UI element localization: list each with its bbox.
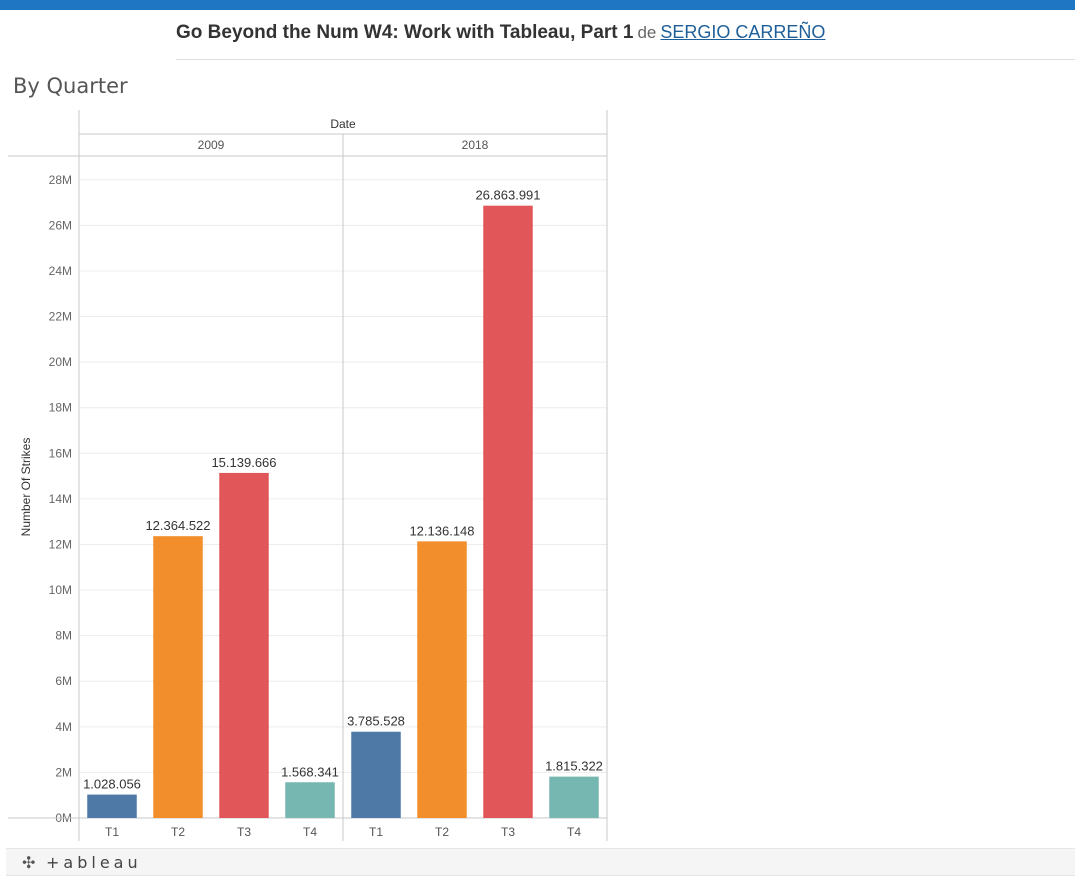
y-tick-label: 20M (49, 355, 72, 369)
bar-value-label: 1.815.322 (545, 759, 603, 774)
y-tick-label: 12M (49, 537, 72, 551)
y-tick-label: 4M (55, 720, 72, 734)
bar-2018-T3[interactable] (483, 205, 533, 818)
bar-value-label: 26.863.991 (475, 188, 540, 203)
bar-2018-T2[interactable] (417, 541, 467, 818)
y-tick-label: 18M (49, 401, 72, 415)
bar-chart: Date Number Of Strikes 0M2M4M6M8M10M12M1… (8, 110, 608, 841)
y-tick-label: 16M (49, 446, 72, 460)
by-label: de (637, 23, 657, 42)
y-tick-label: 10M (49, 583, 72, 597)
viz-title-text: Go Beyond the Num W4: Work with Tableau,… (176, 22, 634, 43)
bar-value-label: 12.364.522 (145, 518, 210, 533)
column-header-date: Date (330, 117, 356, 131)
x-tick-label: T4 (303, 825, 317, 839)
pane-year-label: 2009 (198, 138, 225, 152)
bar-2009-T4[interactable] (285, 782, 335, 818)
y-tick-label: 14M (49, 492, 72, 506)
pane-2009: 2009 1.028.056 T1 12.364.522 T2 15.139.666 T3 1… (83, 138, 339, 839)
x-tick-label: T1 (105, 825, 119, 839)
x-tick-label: T3 (501, 825, 515, 839)
x-tick-label: T4 (567, 825, 581, 839)
bar-2009-T2[interactable] (153, 536, 203, 818)
x-tick-label: T1 (369, 825, 383, 839)
y-tick-label: 22M (49, 310, 72, 324)
y-tick-label: 2M (55, 765, 72, 779)
pane-2018: 2018 3.785.528 T1 12.136.148 T2 26.863.991 T3 1… (347, 138, 603, 839)
bar-2018-T1[interactable] (351, 731, 401, 818)
viz-title: Go Beyond the Num W4: Work with Tableau,… (176, 22, 825, 44)
panes: 2009 1.028.056 T1 12.364.522 T2 15.139.666 T3 1… (83, 138, 603, 839)
bar-value-label: 1.568.341 (281, 764, 339, 779)
bar-value-label: 3.785.528 (347, 714, 405, 729)
bar-2018-T4[interactable] (549, 776, 599, 818)
pane-year-label: 2018 (462, 138, 489, 152)
viz-header: Go Beyond the Num W4: Work with Tableau,… (176, 20, 1075, 60)
tableau-footer: ✣ +ableau (6, 848, 1075, 876)
y-tick-label: 24M (49, 264, 72, 278)
x-tick-label: T3 (237, 825, 251, 839)
bar-value-label: 12.136.148 (409, 523, 474, 538)
y-tick-label: 28M (49, 173, 72, 187)
y-tick-label: 8M (55, 629, 72, 643)
bar-value-label: 15.139.666 (211, 455, 276, 470)
tableau-logo-text[interactable]: +ableau (46, 853, 142, 872)
x-tick-label: T2 (171, 825, 185, 839)
author-link[interactable]: SERGIO CARREÑO (660, 22, 826, 42)
y-tick-label: 6M (55, 674, 72, 688)
bar-value-label: 1.028.056 (83, 777, 141, 792)
x-tick-label: T2 (435, 825, 449, 839)
bar-2009-T1[interactable] (87, 794, 137, 818)
sheet-title: By Quarter (13, 74, 128, 98)
bar-2009-T3[interactable] (219, 472, 269, 818)
top-accent-bar (0, 0, 1075, 10)
tableau-plus-icon[interactable]: ✣ (22, 855, 36, 872)
y-axis-label: Number Of Strikes (19, 438, 33, 537)
y-tick-label: 26M (49, 218, 72, 232)
